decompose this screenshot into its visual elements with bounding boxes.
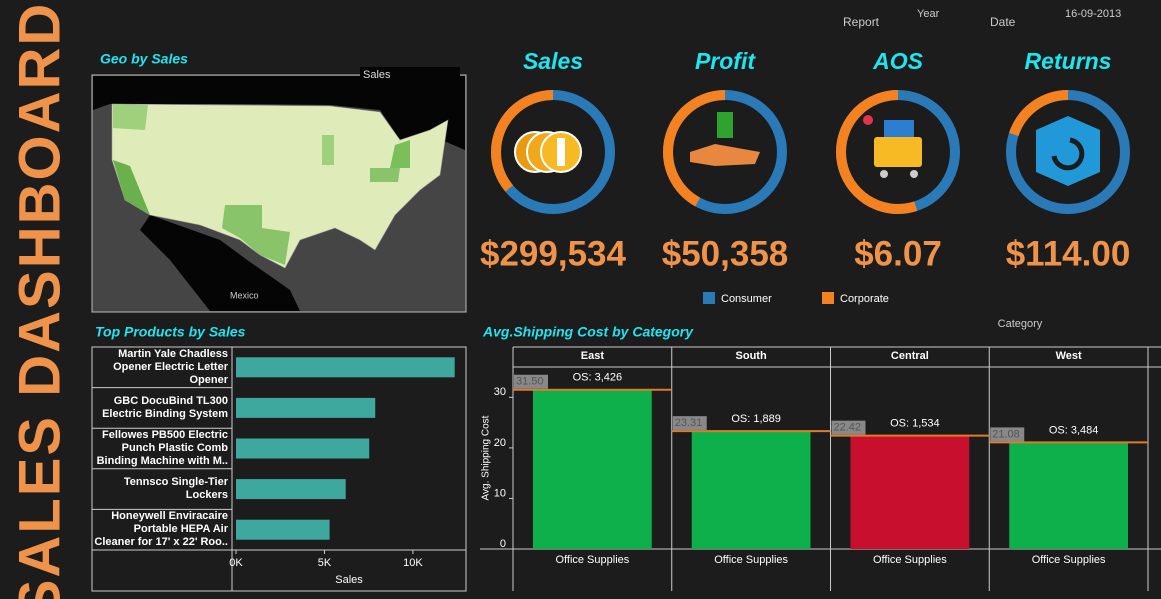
- bar: [236, 397, 376, 418]
- y-tick-label: Martin Yale Chadless Opener Electric Let…: [113, 347, 228, 386]
- y-tick-label: 10: [494, 487, 506, 499]
- bar: [236, 357, 455, 378]
- icon-dot: [863, 115, 873, 125]
- value-label: 23.31: [675, 417, 703, 429]
- annotation: OS: 3,484: [1049, 424, 1099, 436]
- y-tick-label: GBC DocuBind TL300 Electric Binding Syst…: [102, 394, 228, 420]
- date-value: 16-09-2013: [1065, 8, 1121, 20]
- kpi-ring-corporate: [663, 90, 787, 214]
- kpi-value: $114.00: [1006, 234, 1131, 273]
- kpi-ring-corporate: [836, 90, 960, 214]
- y-tick-label: 20: [494, 437, 506, 449]
- bar: [691, 431, 811, 549]
- kpi-value: $299,534: [480, 234, 627, 273]
- map-title: Geo by Sales: [100, 51, 188, 67]
- panel-header: East: [581, 350, 605, 362]
- kpi-title: Returns: [1025, 48, 1112, 74]
- legend-label: Consumer: [721, 293, 772, 305]
- map-label: Mexico: [230, 290, 259, 300]
- icon-wheel: [910, 170, 918, 178]
- kpi-ring-corporate: [1006, 90, 1130, 214]
- kpi-title: AOS: [872, 48, 924, 74]
- report-label: Report: [843, 15, 880, 29]
- chart-title: Top Products by Sales: [95, 324, 246, 340]
- kpi-value: $6.07: [854, 234, 942, 273]
- year-label: Year: [917, 8, 940, 20]
- icon-dollar: [557, 138, 565, 166]
- legend-label: Corporate: [840, 293, 889, 305]
- value-label-bg: [672, 416, 707, 431]
- y-axis-label: Avg. Shipping Cost: [481, 415, 492, 500]
- icon-box: [1036, 116, 1100, 186]
- x-tick-label: 5K: [318, 557, 332, 569]
- icon-wheel: [880, 170, 888, 178]
- x-tick-label: 10K: [403, 557, 423, 569]
- icon-bill: [717, 112, 733, 138]
- bar: [236, 519, 330, 540]
- chart-title: Avg.Shipping Cost by Category: [482, 324, 694, 340]
- x-tick-label: Office Supplies: [714, 554, 788, 566]
- icon-cart: [874, 137, 922, 167]
- kpi-value: $50,358: [662, 234, 789, 273]
- kpi-title: Sales: [523, 48, 583, 74]
- y-tick-label: Honeywell Enviracaire Portable HEPA Air …: [94, 510, 228, 549]
- bar: [533, 389, 652, 549]
- legend-swatch: [822, 292, 834, 304]
- icon-hand: [690, 144, 760, 166]
- value-label-bg: [831, 420, 866, 435]
- legend-swatch: [703, 292, 715, 304]
- annotation: OS: 1,889: [731, 413, 781, 425]
- map: [91, 67, 467, 313]
- value-label: 22.42: [834, 422, 862, 434]
- value-label: 21.08: [992, 428, 1020, 440]
- kpi-title: Profit: [695, 48, 756, 74]
- annotation: OS: 3,426: [573, 372, 623, 384]
- x-tick-label: Office Supplies: [873, 554, 947, 566]
- bar: [850, 435, 970, 549]
- panel-header: Central: [891, 350, 929, 362]
- bar: [1009, 442, 1128, 549]
- x-tick-label: Office Supplies: [555, 554, 629, 566]
- y-tick-label: 0: [500, 538, 506, 550]
- map-legend-title: Sales: [363, 69, 391, 81]
- bar: [236, 479, 346, 500]
- header-label: Category: [998, 318, 1043, 330]
- value-label-bg: [514, 374, 548, 389]
- value-label: 31.50: [516, 376, 544, 388]
- dashboard-title: SALES DASHBOARD: [7, 2, 72, 599]
- bar: [236, 438, 370, 459]
- icon-box: [884, 120, 914, 138]
- y-tick-label: Tennsco Single-Tier Lockers: [123, 476, 228, 502]
- date-label: Date: [990, 15, 1016, 29]
- annotation: OS: 1,534: [890, 418, 940, 430]
- x-tick-label: Office Supplies: [1032, 554, 1106, 566]
- value-label-bg: [990, 427, 1025, 442]
- x-axis-label: Sales: [335, 574, 363, 586]
- panel-header: South: [736, 350, 767, 362]
- panel-header: West: [1056, 350, 1082, 362]
- y-tick-label: Fellowes PB500 Electric Punch Plastic Co…: [96, 428, 228, 467]
- y-tick-label: 30: [494, 386, 506, 398]
- kpi-ring-corporate: [491, 90, 615, 214]
- icon-arrow: [1051, 137, 1085, 171]
- x-tick-label: 0K: [229, 557, 243, 569]
